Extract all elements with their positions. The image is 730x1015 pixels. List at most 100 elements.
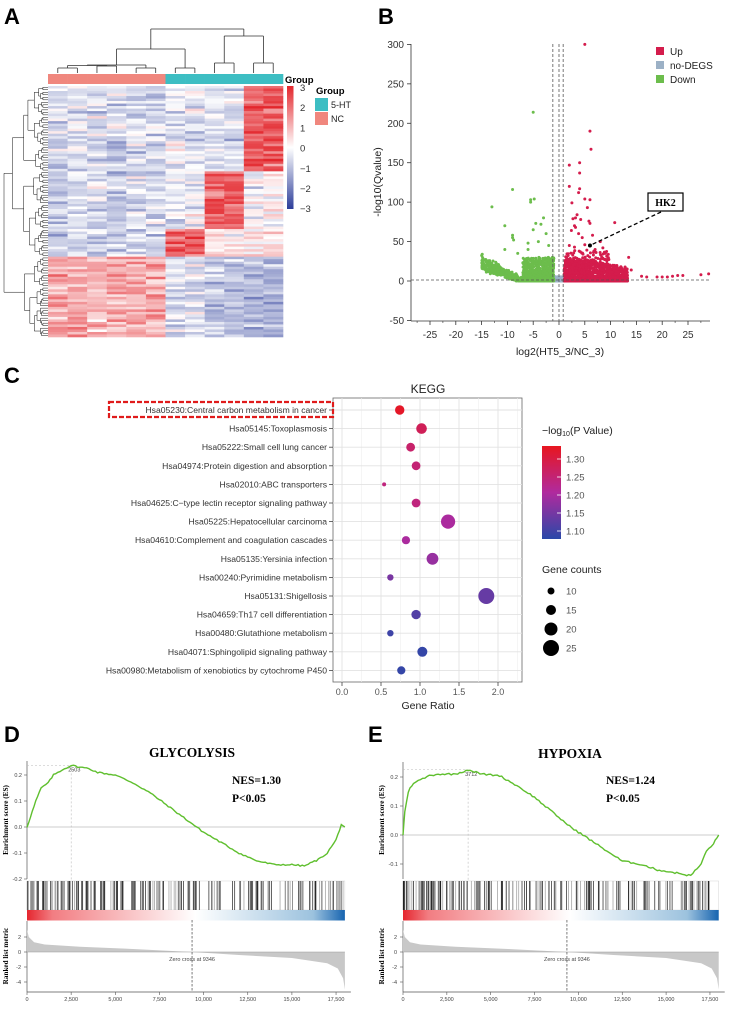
heatmap-cell bbox=[145, 166, 166, 170]
heatmap-cell bbox=[185, 88, 205, 92]
size-legend-dot bbox=[547, 587, 555, 595]
heatmap-cell bbox=[204, 108, 225, 112]
heatmap-cell bbox=[224, 163, 245, 167]
heatmap-cell bbox=[185, 234, 205, 237]
heatmap-cell bbox=[87, 121, 108, 124]
heatmap-cell bbox=[204, 266, 225, 270]
group-cell-nc bbox=[48, 74, 68, 84]
heatmap-cell bbox=[67, 239, 88, 242]
heatmap-cell bbox=[106, 208, 127, 212]
heatmap-cell bbox=[243, 176, 264, 180]
heatmap-cell bbox=[204, 216, 225, 220]
down-point bbox=[516, 251, 520, 255]
es-y-tick-label: 0.2 bbox=[390, 775, 398, 781]
down-point bbox=[545, 259, 549, 263]
heatmap-cell bbox=[106, 198, 127, 202]
heatmap-cell bbox=[106, 239, 127, 242]
up-point bbox=[627, 255, 631, 259]
heatmap-cell bbox=[106, 163, 127, 167]
heatmap-cell bbox=[106, 161, 127, 165]
heatmap-cell bbox=[67, 214, 88, 217]
heatmap-cell bbox=[165, 319, 186, 323]
heatmap-cell bbox=[263, 181, 284, 185]
up-point bbox=[611, 263, 615, 267]
heatmap-cell bbox=[204, 143, 225, 147]
heatmap-cell bbox=[204, 161, 225, 165]
heatmap-cell bbox=[67, 88, 88, 92]
heatmap-cell bbox=[224, 101, 245, 104]
x-tick-label: 1.5 bbox=[453, 687, 466, 697]
heatmap-cell bbox=[185, 236, 205, 240]
heatmap-cell bbox=[48, 153, 68, 157]
heatmap-cell bbox=[106, 226, 127, 230]
heatmap-cell bbox=[204, 244, 225, 247]
heatmap-cell bbox=[165, 148, 186, 152]
heatmap-cell bbox=[185, 193, 205, 197]
up-point bbox=[623, 271, 627, 275]
kegg-x-axis-label: Gene Ratio bbox=[401, 700, 454, 712]
heatmap-cell bbox=[263, 234, 284, 237]
down-point bbox=[538, 273, 542, 277]
heatmap-cell bbox=[48, 229, 68, 232]
group-cell-5-ht bbox=[243, 74, 264, 84]
heatmap-cell bbox=[204, 126, 225, 129]
group-cell-5-ht bbox=[185, 74, 205, 84]
heatmap-cell bbox=[185, 128, 205, 132]
heatmap-cell bbox=[67, 244, 88, 247]
heatmap-cell bbox=[263, 151, 284, 155]
heatmap-cell bbox=[145, 183, 166, 187]
heatmap-cell bbox=[263, 329, 284, 333]
heatmap-cell bbox=[87, 201, 108, 205]
heatmap-cell bbox=[263, 156, 284, 160]
x-tick-label: 20 bbox=[657, 330, 669, 341]
heatmap-cell bbox=[106, 221, 127, 225]
kegg-term-label: Hsa00980:Metabolism of xenobiotics by cy… bbox=[106, 665, 327, 675]
row-dendrogram bbox=[3, 87, 48, 336]
es-y-tick-label: -0.2 bbox=[13, 877, 22, 883]
heatmap-cell bbox=[126, 131, 147, 134]
heatmap-cell bbox=[67, 131, 88, 134]
heatmap-cell bbox=[106, 123, 127, 127]
heatmap-cell bbox=[67, 216, 88, 220]
heatmap-cell bbox=[67, 113, 88, 117]
heatmap-cell bbox=[263, 246, 284, 250]
heatmap-cell bbox=[126, 113, 147, 117]
heatmap-cell bbox=[224, 264, 245, 268]
up-point bbox=[589, 265, 593, 269]
heatmap-cell bbox=[48, 161, 68, 165]
size-legend-label: 25 bbox=[566, 644, 577, 655]
heatmap-cell bbox=[185, 156, 205, 160]
heatmap-cell bbox=[67, 181, 88, 185]
up-point bbox=[577, 191, 581, 195]
heatmap-cell bbox=[87, 319, 108, 323]
kegg-dots bbox=[382, 405, 495, 675]
heatmap-cell bbox=[165, 193, 186, 197]
heatmap-cell bbox=[185, 121, 205, 124]
heatmap-cell bbox=[165, 146, 186, 150]
heatmap-cell bbox=[224, 211, 245, 215]
x-tick-label: 2,500 bbox=[64, 997, 78, 1003]
up-point bbox=[603, 251, 607, 255]
heatmap-cell bbox=[48, 126, 68, 129]
heatmap-cell bbox=[224, 286, 245, 290]
heatmap-cell bbox=[224, 181, 245, 185]
down-point bbox=[546, 255, 550, 259]
heatmap-cell bbox=[48, 193, 68, 197]
heatmap-cell bbox=[243, 231, 264, 235]
heatmap-cell bbox=[224, 251, 245, 255]
heatmap-cell bbox=[48, 131, 68, 134]
heatmap-cell bbox=[263, 161, 284, 165]
up-point bbox=[568, 269, 572, 273]
heatmap-cell bbox=[224, 316, 245, 320]
legend-label-5ht: 5-HT bbox=[331, 100, 352, 110]
heatmap-cell bbox=[106, 143, 127, 147]
heatmap-cell bbox=[185, 221, 205, 225]
heatmap-cell bbox=[48, 118, 68, 122]
heatmap-cell bbox=[67, 286, 88, 290]
heatmap-cell bbox=[145, 281, 166, 285]
heatmap-cell bbox=[185, 334, 205, 338]
heatmap-cell bbox=[67, 211, 88, 215]
heatmap-cell bbox=[126, 108, 147, 112]
heatmap-cell bbox=[48, 198, 68, 202]
heatmap-cell bbox=[87, 329, 108, 333]
